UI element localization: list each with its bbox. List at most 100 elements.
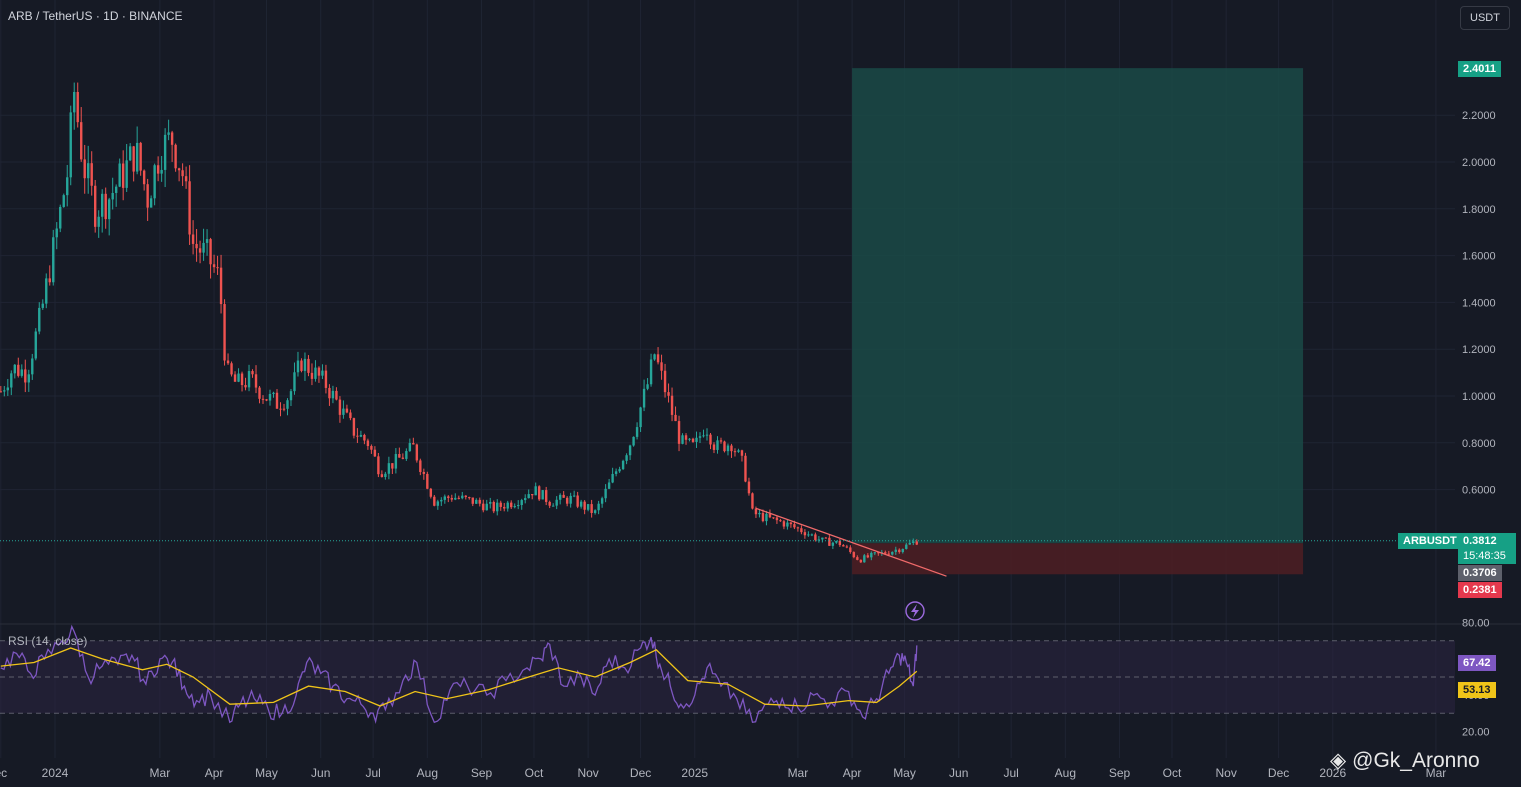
- time-axis-label: 2026: [1319, 766, 1346, 780]
- candle-body: [163, 134, 167, 170]
- candle-body: [261, 398, 265, 400]
- candle-body: [891, 551, 894, 555]
- candle-body: [555, 499, 558, 506]
- candle-body: [684, 435, 688, 440]
- time-axis-label: Sep: [1109, 766, 1131, 780]
- candle-body: [817, 539, 821, 541]
- candle-body: [691, 438, 695, 442]
- candle-body: [454, 497, 457, 500]
- candle-body: [356, 435, 359, 437]
- candle-body: [342, 408, 345, 415]
- candle-body: [541, 490, 544, 500]
- currency-button[interactable]: USDT: [1460, 6, 1510, 30]
- candle-body: [268, 393, 272, 401]
- symbol-price-tag: ARBUSDT: [1398, 533, 1462, 549]
- target-price-label: 2.4011: [1458, 61, 1502, 77]
- candle-body: [800, 528, 803, 533]
- candle-body: [768, 513, 772, 518]
- candle-body: [237, 373, 240, 382]
- candle-body: [433, 496, 436, 506]
- candle-body: [419, 460, 422, 472]
- lightning-icon: [911, 604, 919, 618]
- rsi-indicator-label[interactable]: RSI (14, close): [8, 634, 88, 648]
- candle-body: [726, 445, 730, 452]
- time-axis-label: Oct: [1163, 766, 1182, 780]
- candle-body: [569, 495, 572, 504]
- candle-body: [398, 454, 401, 458]
- time-axis-label: Jun: [311, 766, 330, 780]
- candle-body: [849, 547, 852, 553]
- candle-body: [698, 436, 702, 438]
- time-axis-label: Jul: [365, 766, 380, 780]
- candle-body: [31, 358, 34, 375]
- candle-body: [653, 354, 656, 360]
- candle-body: [835, 540, 838, 543]
- candle-body: [412, 443, 415, 445]
- candle-body: [100, 193, 104, 217]
- candle-body: [639, 407, 642, 428]
- candle-body: [415, 444, 419, 461]
- candle-body: [153, 165, 156, 199]
- time-axis-label: 2025: [681, 766, 708, 780]
- candle-body: [482, 503, 485, 511]
- candle-body: [646, 384, 649, 389]
- countdown-label: 15:48:35: [1458, 548, 1516, 564]
- candle-body: [779, 520, 782, 522]
- candle-body: [104, 193, 107, 220]
- time-axis-label: Aug: [1055, 766, 1076, 780]
- candle-body: [202, 242, 205, 253]
- candle-body: [551, 505, 555, 507]
- candle-body: [349, 412, 352, 419]
- time-axis-label: Mar: [788, 766, 809, 780]
- candle-body: [611, 473, 614, 483]
- time-axis-label: Oct: [525, 766, 544, 780]
- candle-body: [859, 559, 863, 563]
- candle-body: [170, 132, 174, 145]
- candle-body: [520, 500, 523, 506]
- candle-body: [328, 387, 331, 399]
- candle-body: [579, 501, 583, 507]
- candle-body: [866, 555, 870, 558]
- candle-body: [184, 176, 188, 182]
- candle-body: [517, 505, 520, 507]
- candle-body: [87, 163, 90, 179]
- rsi-band: [0, 640, 1455, 714]
- candle-body: [373, 449, 377, 457]
- candle-body: [621, 460, 625, 470]
- candle-body: [317, 367, 321, 376]
- time-axis-label: Jul: [1003, 766, 1018, 780]
- candle-body: [852, 552, 856, 558]
- candle-body: [513, 506, 516, 508]
- price-axis-label: 1.4000: [1462, 297, 1496, 309]
- watermark-text: @Gk_Aronno: [1352, 749, 1480, 772]
- candle-body: [740, 450, 744, 456]
- candle-body: [6, 387, 10, 391]
- candle-body: [810, 534, 814, 536]
- candle-body: [695, 437, 698, 442]
- candle-body: [908, 542, 911, 545]
- price-axis-label: 0.8000: [1462, 438, 1496, 450]
- candle-body: [803, 532, 807, 536]
- candle-body: [635, 427, 639, 437]
- candle-body: [310, 372, 314, 379]
- candle-body: [66, 177, 69, 196]
- candle-body: [712, 444, 716, 450]
- candle-body: [905, 544, 908, 549]
- candle-body: [233, 374, 237, 382]
- candle-body: [230, 363, 233, 375]
- candle-body: [219, 267, 223, 305]
- candle-body: [828, 537, 831, 546]
- candle-body: [279, 408, 282, 410]
- candle-body: [394, 454, 398, 469]
- candle-body: [873, 552, 877, 554]
- candle-body: [747, 481, 751, 494]
- rsi-axis-label: 20.00: [1462, 726, 1490, 738]
- candle-body: [614, 471, 618, 474]
- candle-body: [572, 495, 576, 497]
- candle-body: [331, 390, 335, 399]
- candle-body: [590, 504, 593, 513]
- candle-body: [282, 408, 286, 410]
- price-axis-label: 1.8000: [1462, 204, 1496, 216]
- candle-body: [775, 517, 779, 521]
- candle-body: [461, 495, 464, 499]
